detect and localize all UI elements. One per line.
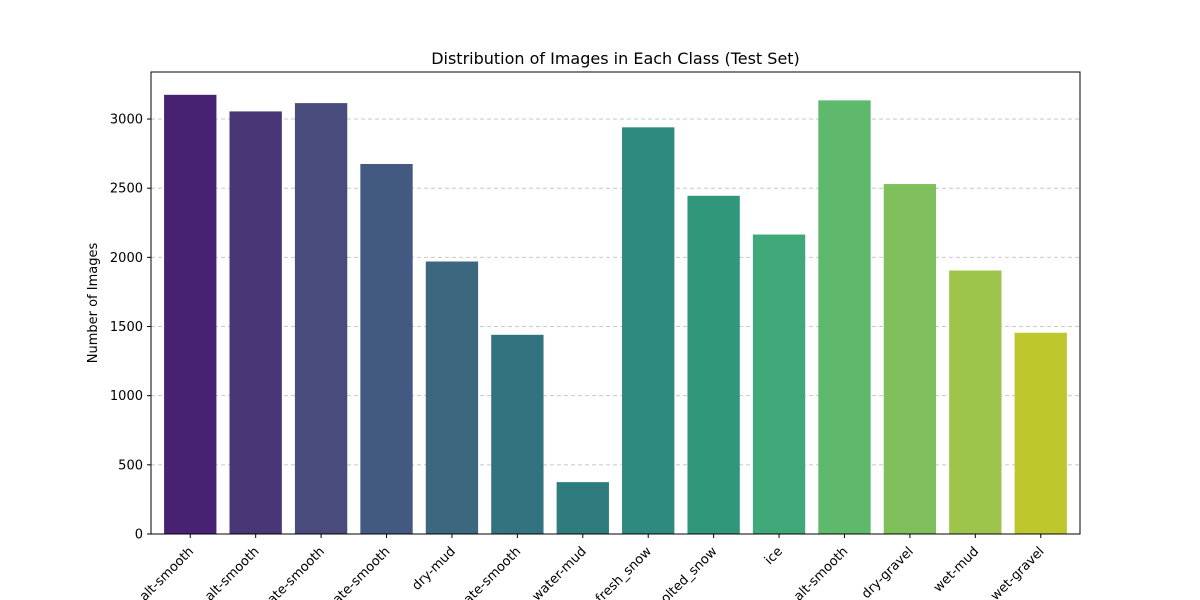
x-tick-label: ate-smooth xyxy=(461,544,524,600)
y-tick-label: 1000 xyxy=(110,389,143,404)
bar xyxy=(360,163,413,534)
bars xyxy=(164,94,1067,535)
x-tick-label: olted_snow xyxy=(658,544,720,600)
x-tick-label: dry-mud xyxy=(409,544,458,593)
y-tick-label: 0 xyxy=(135,528,143,543)
x-tick-label: alt-smooth xyxy=(791,544,851,600)
bar xyxy=(949,270,1002,534)
y-tick-label: 2500 xyxy=(110,182,143,197)
grid-lines xyxy=(151,118,1080,466)
bar xyxy=(622,127,675,534)
x-tick-label: alt-smooth xyxy=(202,544,262,600)
y-tick-label: 2000 xyxy=(110,251,143,266)
bar xyxy=(425,261,479,534)
bar xyxy=(556,482,609,534)
bar xyxy=(229,111,282,535)
chart-title: Distribution of Images in Each Class (Te… xyxy=(431,49,800,68)
bar xyxy=(752,234,806,534)
plot-frame xyxy=(150,71,1081,535)
bar xyxy=(883,184,937,534)
bar xyxy=(164,94,217,534)
x-tick-label: wet-gravel xyxy=(988,544,1048,600)
bar xyxy=(687,195,740,534)
x-tick-label: wet-mud xyxy=(931,544,982,595)
x-tick-label: ate-smooth xyxy=(265,544,328,600)
y-axis-title: Number of Images xyxy=(86,243,101,364)
y-tick-label: 1500 xyxy=(110,320,143,335)
x-axis: alt-smooth alt-smooth ate-smooth ate-smooth… xyxy=(137,534,1048,600)
bar xyxy=(1014,332,1067,534)
x-tick-label: fresh_snow xyxy=(593,544,655,600)
y-tick-label: 3000 xyxy=(110,113,143,128)
x-tick-label: ice xyxy=(762,544,786,568)
y-axis: 0 500 1000 1500 2000 2500 3000 xyxy=(110,113,151,543)
bar xyxy=(818,100,871,534)
x-tick-label: dry-gravel xyxy=(859,544,917,600)
bar xyxy=(491,334,544,534)
x-tick-label: water-mud xyxy=(529,544,589,600)
x-tick-label: alt-smooth xyxy=(137,544,197,600)
x-tick-label: ate-smooth xyxy=(330,544,393,600)
y-tick-label: 500 xyxy=(118,458,143,473)
bar xyxy=(294,103,348,535)
